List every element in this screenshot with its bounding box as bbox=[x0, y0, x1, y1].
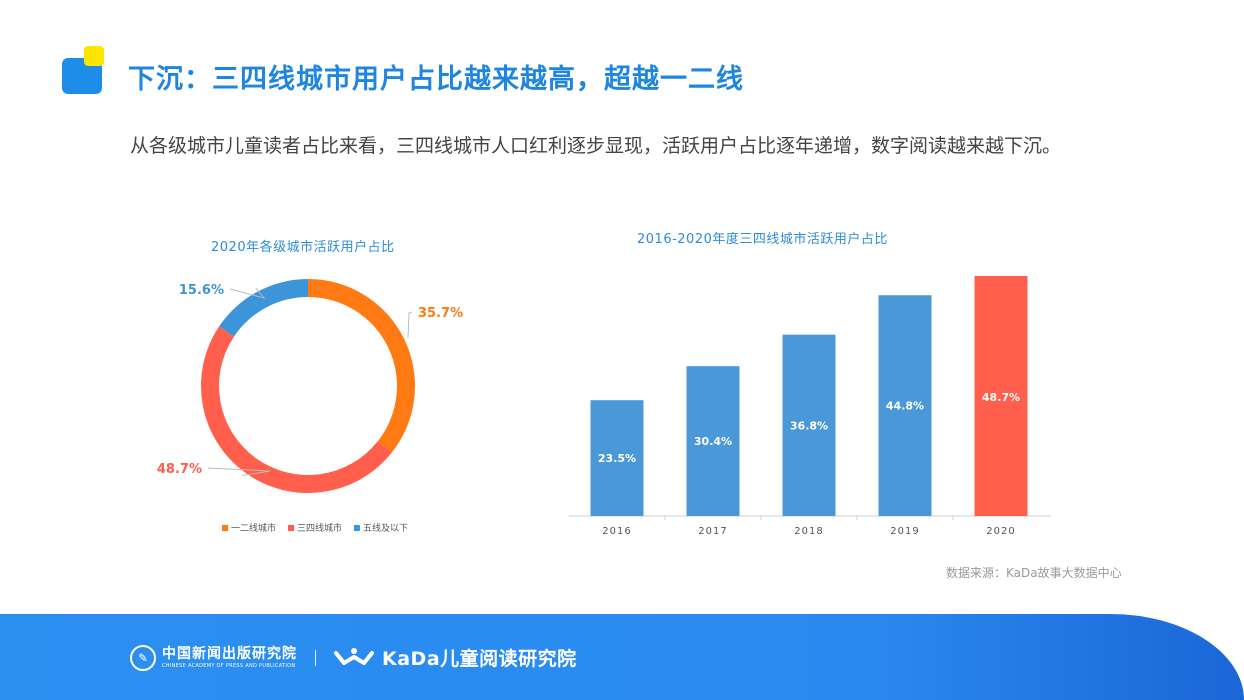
bar-data-label-2020: 48.7% bbox=[982, 391, 1020, 404]
bar-data-label-2017: 30.4% bbox=[694, 435, 732, 448]
page-title: 下沉：三四线城市用户占比越来越高，超越一二线 bbox=[128, 64, 744, 95]
bar-2019 bbox=[878, 295, 932, 516]
bar-chart: 23.5% 2016 30.4% 2017 36.8% 2018 44.8% 2019 48.7… bbox=[569, 276, 1051, 537]
x-tick-label-2016: 2016 bbox=[602, 526, 631, 537]
footer-band: ✎ 中国新闻出版研究院 CHINESE ACADEMY OF PRESS AND… bbox=[0, 614, 1244, 700]
org-name: 中国新闻出版研究院 bbox=[162, 645, 297, 662]
donut-leader-line-2 bbox=[207, 467, 271, 477]
bar-data-label-2019: 44.8% bbox=[886, 400, 924, 413]
data-source-note: 数据来源：KaDa故事大数据中心 bbox=[946, 566, 1122, 580]
legend-label-1: 一二线城市 bbox=[231, 522, 276, 534]
press-emblem-icon: ✎ bbox=[130, 644, 156, 671]
title-logo-mark bbox=[62, 46, 106, 94]
org-logo: 中国新闻出版研究院 CHINESE ACADEMY OF PRESS AND P… bbox=[162, 647, 297, 669]
x-tick-label-2018: 2018 bbox=[794, 526, 823, 537]
donut-slice-3 bbox=[219, 279, 308, 337]
kada-brand-name: KaDa儿童阅读研究院 bbox=[382, 648, 577, 670]
bar-chart-title: 2016-2020年度三四线城市活跃用户占比 bbox=[637, 232, 888, 247]
bar-data-label-2016: 23.5% bbox=[598, 452, 636, 465]
x-tick-label-2017: 2017 bbox=[698, 526, 727, 537]
legend-swatch-2 bbox=[288, 525, 294, 531]
legend-label-2: 三四线城市 bbox=[297, 522, 342, 534]
bar-2018 bbox=[782, 334, 836, 516]
donut-data-label-2: 48.7% bbox=[157, 462, 202, 477]
footer-logos: ✎ 中国新闻出版研究院 CHINESE ACADEMY OF PRESS AND… bbox=[130, 644, 577, 671]
bar-2020 bbox=[974, 276, 1028, 516]
x-tick-label-2020: 2020 bbox=[986, 526, 1015, 537]
donut-data-label-3: 15.6% bbox=[179, 283, 224, 298]
logo-yellow-square bbox=[84, 46, 104, 66]
legend-label-3: 五线及以下 bbox=[363, 522, 408, 534]
bar-data-label-2018: 36.8% bbox=[790, 419, 828, 432]
donut-data-label-1: 35.7% bbox=[418, 306, 463, 321]
donut-leader-line-3 bbox=[229, 287, 266, 299]
bar-2016 bbox=[590, 400, 644, 516]
donut-leader-line-1 bbox=[407, 311, 413, 338]
intro-text: 从各级城市儿童读者占比来看，三四线城市人口红利逐步显现，活跃用户占比逐年递增，数… bbox=[130, 135, 1062, 157]
footer-divider bbox=[315, 649, 316, 666]
bar-2017 bbox=[686, 366, 740, 516]
donut-chart: 35.7% 48.7% 15.6% 一二线城市 三四线城市 五线及以下 bbox=[157, 279, 463, 534]
legend-swatch-1 bbox=[222, 525, 228, 531]
org-name-en: CHINESE ACADEMY OF PRESS AND PUBLICATION bbox=[162, 662, 296, 669]
donut-chart-title: 2020年各级城市活跃用户占比 bbox=[211, 240, 395, 255]
kada-hands-icon bbox=[334, 647, 374, 665]
donut-slice-1 bbox=[308, 279, 415, 453]
x-tick-label-2019: 2019 bbox=[890, 526, 919, 537]
legend-swatch-3 bbox=[354, 525, 360, 531]
donut-slice-2 bbox=[200, 326, 392, 494]
